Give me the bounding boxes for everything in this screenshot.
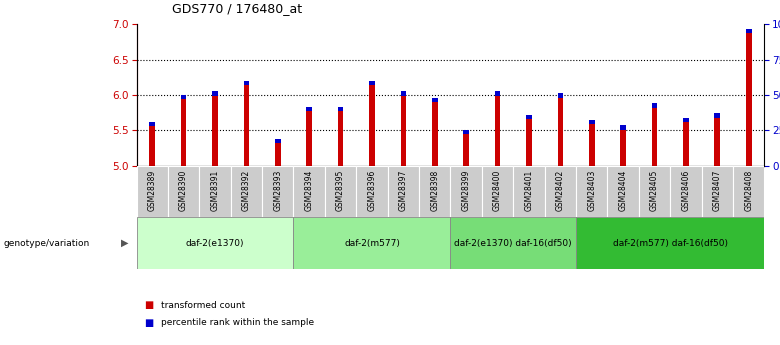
Bar <box>576 217 764 269</box>
Bar <box>432 98 438 166</box>
Bar <box>495 91 500 96</box>
Bar <box>293 166 324 217</box>
Bar <box>652 104 658 166</box>
Text: GSM28406: GSM28406 <box>682 170 690 211</box>
Text: percentile rank within the sample: percentile rank within the sample <box>161 318 314 327</box>
Bar <box>714 113 720 118</box>
Bar <box>746 29 751 166</box>
Bar <box>307 107 312 111</box>
Text: GDS770 / 176480_at: GDS770 / 176480_at <box>172 2 302 16</box>
Bar <box>589 120 594 166</box>
Bar <box>620 125 626 166</box>
Bar <box>181 95 186 166</box>
Text: GSM28401: GSM28401 <box>524 170 534 211</box>
Bar <box>652 104 658 108</box>
Bar <box>558 93 563 98</box>
Text: daf-2(m577) daf-16(df50): daf-2(m577) daf-16(df50) <box>613 239 728 248</box>
Text: GSM28404: GSM28404 <box>619 170 628 211</box>
Text: ▶: ▶ <box>121 238 129 248</box>
Text: GSM28402: GSM28402 <box>556 170 565 211</box>
Text: GSM28395: GSM28395 <box>336 170 345 211</box>
Bar <box>275 139 281 143</box>
Text: GSM28398: GSM28398 <box>431 170 439 211</box>
Bar <box>181 95 186 99</box>
Bar <box>356 166 388 217</box>
Text: GSM28390: GSM28390 <box>179 170 188 211</box>
Text: GSM28391: GSM28391 <box>211 170 219 211</box>
Bar <box>702 166 733 217</box>
Text: GSM28405: GSM28405 <box>650 170 659 211</box>
Bar <box>513 166 544 217</box>
Bar <box>733 166 764 217</box>
Bar <box>589 120 594 124</box>
Text: GSM28403: GSM28403 <box>587 170 596 211</box>
Bar <box>620 125 626 129</box>
Bar <box>136 166 168 217</box>
Bar <box>432 98 438 102</box>
Text: ■: ■ <box>144 300 154 310</box>
Bar <box>451 217 576 269</box>
Text: ■: ■ <box>144 318 154 327</box>
Bar <box>639 166 670 217</box>
Bar <box>369 81 374 166</box>
Bar <box>243 81 249 166</box>
Bar <box>544 166 576 217</box>
Text: GSM28399: GSM28399 <box>462 170 470 211</box>
Bar <box>683 118 689 166</box>
Bar <box>683 118 689 122</box>
Text: transformed count: transformed count <box>161 301 246 310</box>
Text: daf-2(m577): daf-2(m577) <box>344 239 400 248</box>
Bar <box>526 115 532 166</box>
Bar <box>746 29 751 33</box>
Bar <box>338 107 343 166</box>
Bar <box>262 166 293 217</box>
Text: daf-2(e1370) daf-16(df50): daf-2(e1370) daf-16(df50) <box>455 239 572 248</box>
Bar <box>369 81 374 85</box>
Bar <box>136 217 293 269</box>
Text: GSM28408: GSM28408 <box>744 170 753 211</box>
Bar <box>670 166 702 217</box>
Bar <box>338 107 343 111</box>
Bar <box>275 139 281 166</box>
Text: daf-2(e1370): daf-2(e1370) <box>186 239 244 248</box>
Bar <box>388 166 419 217</box>
Bar <box>482 166 513 217</box>
Bar <box>212 91 218 96</box>
Bar <box>243 81 249 85</box>
Bar <box>200 166 231 217</box>
Bar <box>401 91 406 166</box>
Bar <box>293 217 451 269</box>
Bar <box>463 130 469 135</box>
Bar <box>451 166 482 217</box>
Bar <box>307 107 312 166</box>
Text: GSM28393: GSM28393 <box>273 170 282 211</box>
Text: GSM28397: GSM28397 <box>399 170 408 211</box>
Bar <box>558 93 563 166</box>
Text: GSM28394: GSM28394 <box>305 170 314 211</box>
Text: GSM28396: GSM28396 <box>367 170 377 211</box>
Text: GSM28392: GSM28392 <box>242 170 251 211</box>
Bar <box>608 166 639 217</box>
Bar <box>495 91 500 166</box>
Bar <box>231 166 262 217</box>
Bar <box>576 166 608 217</box>
Bar <box>212 91 218 166</box>
Bar <box>419 166 451 217</box>
Text: genotype/variation: genotype/variation <box>4 239 90 248</box>
Text: GSM28400: GSM28400 <box>493 170 502 211</box>
Text: GSM28389: GSM28389 <box>147 170 157 211</box>
Text: GSM28407: GSM28407 <box>713 170 722 211</box>
Bar <box>714 113 720 166</box>
Bar <box>401 91 406 96</box>
Bar <box>150 122 155 126</box>
Bar <box>168 166 200 217</box>
Bar <box>324 166 356 217</box>
Bar <box>526 115 532 119</box>
Bar <box>150 122 155 166</box>
Bar <box>463 130 469 166</box>
